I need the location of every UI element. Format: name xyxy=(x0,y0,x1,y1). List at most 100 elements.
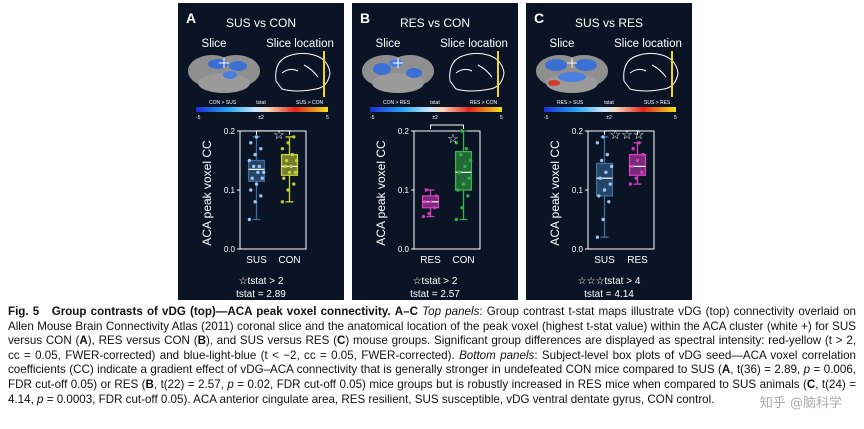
data-point xyxy=(427,211,431,216)
scale-right-label: SUS > RES xyxy=(644,100,671,106)
data-point xyxy=(602,188,607,192)
y-tick-label: 0.2 xyxy=(224,127,236,136)
caption-p: p xyxy=(227,377,234,391)
caption-text: : Group contrast t-stat maps illustrate … xyxy=(8,305,856,348)
scale-left-label: CON > SUS xyxy=(209,100,237,106)
data-point xyxy=(280,147,285,151)
caption-text: = 0.02, FDR cut-off 0.05) mice groups bu… xyxy=(237,377,807,391)
x-tick-label: SUS xyxy=(246,255,267,266)
data-point xyxy=(287,170,292,174)
scale-center-label: tstat xyxy=(604,100,614,106)
fig-label: Fig. 5 xyxy=(8,305,40,318)
scale-right-label: SUS > CON xyxy=(296,100,323,106)
data-point xyxy=(292,182,296,186)
data-point xyxy=(249,141,253,145)
legend-threshold: ☆☆☆tstat > 4 xyxy=(578,276,641,287)
legend-tstat: tstat = 2.89 xyxy=(236,289,286,300)
data-point xyxy=(424,188,428,192)
data-point xyxy=(286,141,290,145)
caption-ref: B xyxy=(197,334,206,348)
scale-tick-left: -5 xyxy=(544,115,549,121)
data-point xyxy=(599,158,604,163)
data-point xyxy=(280,200,285,204)
significance-bracket xyxy=(604,130,638,135)
caption-ref: A xyxy=(79,334,88,348)
data-point xyxy=(254,182,259,186)
data-point xyxy=(282,176,286,180)
caption-ref: C xyxy=(806,377,816,391)
panel-b-svg: B RES vs CON Slice Slice location CON > … xyxy=(360,10,508,300)
caption-ref: B xyxy=(145,377,154,391)
slice-label: Slice xyxy=(376,38,401,50)
y-tick-label: 0.1 xyxy=(398,186,410,195)
figure-caption: Fig. 5 Group contrasts of vDG (top)—ACA … xyxy=(8,305,856,407)
y-axis-label: ACA peak voxel CC xyxy=(548,140,562,246)
caption-text: , t(36) = 2.89, xyxy=(730,363,801,377)
brain-slice-image xyxy=(188,55,260,93)
significance-stars: ☆ xyxy=(447,131,459,146)
data-point xyxy=(292,135,296,139)
legend-threshold: ☆tstat > 2 xyxy=(413,276,458,287)
location-label: Slice location xyxy=(440,38,508,50)
caption-text: , t(24) = 4.14, xyxy=(8,377,856,406)
data-point xyxy=(247,217,252,222)
y-tick-label: 0.0 xyxy=(572,245,584,254)
caption-text: ) mouse groups. Significant group differ… xyxy=(8,334,857,362)
x-tick-label: SUS xyxy=(594,255,615,266)
panel-letter: A xyxy=(186,10,196,26)
data-point xyxy=(463,164,467,169)
panel-letter: C xyxy=(534,10,544,26)
location-label: Slice location xyxy=(266,38,334,50)
data-point xyxy=(254,135,259,139)
panel-title: SUS vs RES xyxy=(575,16,643,30)
caption-text: = 0.006, FDR cut-off 0.05) or RES ( xyxy=(8,363,856,391)
data-point xyxy=(628,182,633,186)
brain-slice-image xyxy=(362,55,434,93)
panel-letter: B xyxy=(360,10,370,26)
y-tick-label: 0.0 xyxy=(398,245,410,254)
x-tick-label: CON xyxy=(452,255,474,266)
caption-ref: A xyxy=(721,363,731,377)
data-point xyxy=(598,176,602,180)
panel-a-svg: A SUS vs CON Slice Slice location xyxy=(186,10,334,300)
scale-right-label: RES > CON xyxy=(470,100,497,106)
location-label: Slice location xyxy=(614,38,682,50)
data-point xyxy=(251,164,256,169)
data-point xyxy=(257,164,262,169)
caption-text: : Subject-level box plots of vDG seed—AC… xyxy=(8,348,856,377)
significance-stars: ☆ xyxy=(273,127,285,142)
data-point xyxy=(434,194,438,198)
data-point xyxy=(284,158,289,163)
data-point xyxy=(293,170,297,174)
data-point xyxy=(290,152,295,157)
slice-label: Slice xyxy=(550,38,575,50)
data-point xyxy=(468,158,473,163)
y-tick-label: 0.1 xyxy=(224,186,236,195)
data-point xyxy=(457,170,461,174)
data-point xyxy=(256,170,260,174)
panel-title: SUS vs CON xyxy=(226,16,296,30)
data-point xyxy=(253,200,257,204)
data-point xyxy=(286,188,290,192)
data-point xyxy=(294,158,299,163)
significance-stars: ☆☆☆ xyxy=(610,127,645,142)
data-point xyxy=(607,200,611,204)
data-point xyxy=(641,152,645,157)
legend-threshold: ☆tstat > 2 xyxy=(239,276,284,287)
panel-title: RES vs CON xyxy=(400,16,470,30)
data-point xyxy=(283,164,287,169)
tstat-colorbar xyxy=(370,107,502,112)
scale-left-label: CON > RES xyxy=(383,100,411,106)
y-axis-label: ACA peak voxel CC xyxy=(374,140,388,246)
y-tick-label: 0.1 xyxy=(572,186,584,195)
slice-location-outline xyxy=(275,51,331,97)
data-point xyxy=(595,141,600,145)
y-tick-label: 0.2 xyxy=(398,127,410,136)
data-point xyxy=(253,152,257,157)
data-point xyxy=(637,141,641,145)
tstat-colorbar xyxy=(196,107,328,112)
scale-center-label: tstat xyxy=(256,100,266,106)
caption-top-panels: Top panels xyxy=(422,305,480,318)
data-point xyxy=(630,164,634,169)
data-point xyxy=(456,188,460,192)
